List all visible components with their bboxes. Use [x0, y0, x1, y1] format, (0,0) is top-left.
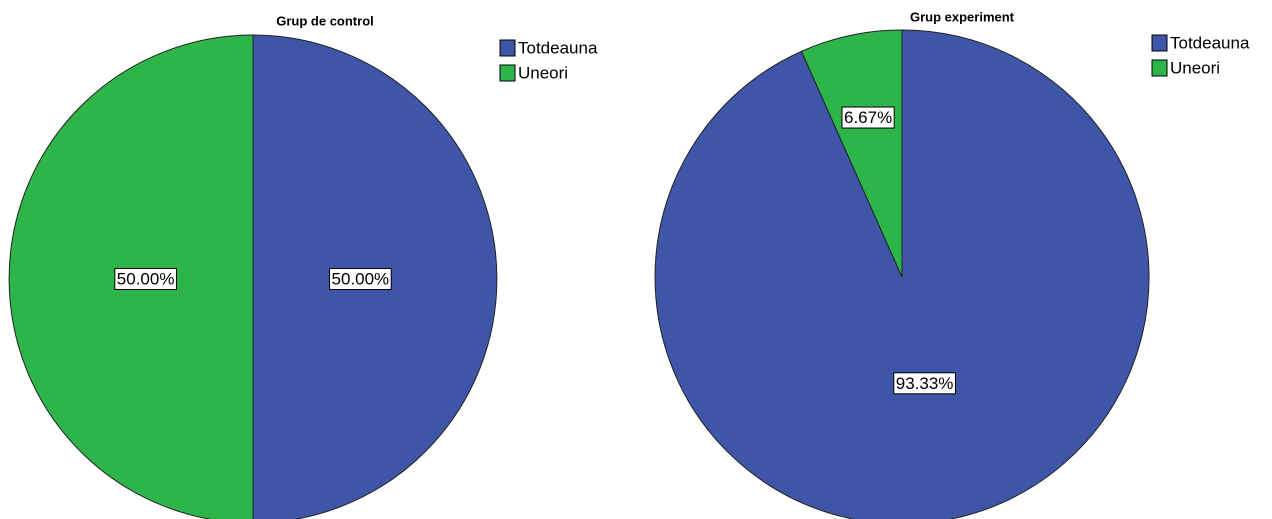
legend-swatch: [1151, 59, 1168, 77]
chart-title: Grup de control: [276, 13, 374, 28]
legend-swatch: [1151, 34, 1168, 52]
legend-label: Totdeauna: [518, 38, 598, 57]
pie-slice: [800, 29, 903, 278]
value-label-box: [329, 267, 392, 290]
legend-label: Uneori: [1170, 58, 1220, 77]
legend-label: Uneori: [518, 63, 568, 82]
legend-swatch: [499, 64, 516, 82]
chart-title: Grup experiment: [910, 9, 1015, 24]
legend-label: Totdeauna: [1170, 33, 1250, 52]
value-label-box: [893, 372, 956, 395]
value-label-box: [841, 106, 895, 129]
value-label: 50.00%: [332, 269, 390, 288]
pie-chart: Grup de control 50.00% 50.00% Totdeauna Uneo…: [8, 13, 598, 519]
pie-chart: Grup experiment 93.33% 6.67% Totdeauna Uneor…: [654, 9, 1250, 519]
value-label: 6.67%: [844, 108, 892, 127]
value-label: 50.00%: [117, 269, 175, 288]
value-label: 93.33%: [896, 374, 954, 393]
legend-swatch: [499, 39, 516, 57]
value-label-box: [114, 267, 177, 290]
